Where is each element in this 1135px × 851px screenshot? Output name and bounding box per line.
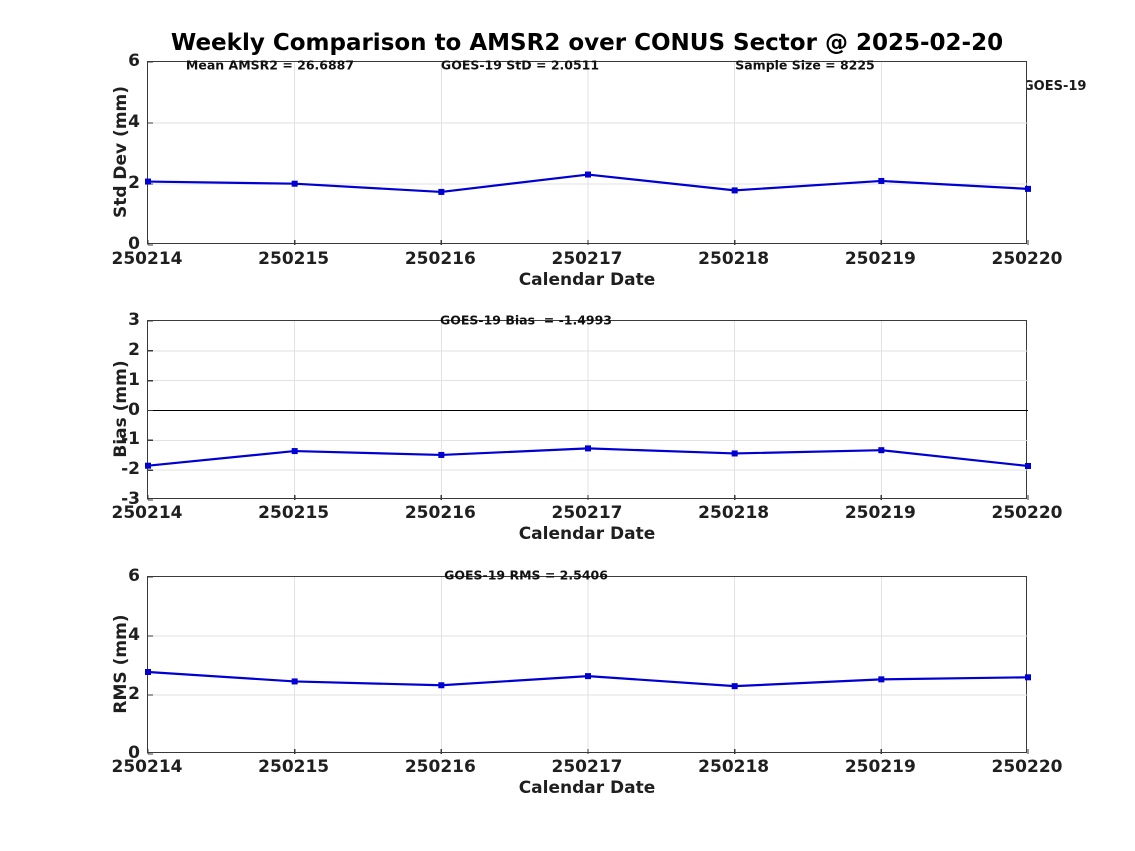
x-tick-label: 250214 [111,249,183,269]
x-tick-label: 250218 [698,757,770,777]
y-tick-label: -3 [121,489,140,509]
x-tick-label: 250216 [404,503,476,523]
std-dev-line-chart [145,61,1031,246]
x-axis-label: Calendar Date [518,270,656,290]
y-tick-label: 0 [128,399,140,420]
x-tick-label: 250217 [551,757,623,777]
x-tick-label: 250216 [404,249,476,269]
plot-annotation: Sample Size = 8225 [735,57,875,73]
x-tick-label: 250215 [258,503,330,523]
x-tick-label: 250215 [258,249,330,269]
plot-annotation: Mean AMSR2 = 26.6887 [185,57,355,73]
x-tick-label: 250220 [991,249,1063,269]
y-tick-label: -1 [121,429,140,450]
y-tick-label: 1 [128,369,140,390]
x-tick-label: 250219 [844,757,916,777]
plot-area-bias [145,320,1031,501]
x-tick-label: 250214 [111,503,183,523]
rms-line-chart [145,576,1031,755]
x-tick-label: 250220 [991,503,1063,523]
x-tick-label: 250218 [698,249,770,269]
y-tick-label: 3 [128,310,140,330]
x-tick-label: 250217 [551,503,623,523]
y-tick-label: 2 [128,339,140,360]
y-tick-label: 6 [128,566,140,586]
plot-annotation: GOES-19 StD = 2.0511 [440,57,600,73]
chart-title: Weekly Comparison to AMSR2 over CONUS Se… [170,30,1004,56]
x-axis-label: Calendar Date [518,778,656,798]
x-tick-label: 250218 [698,503,770,523]
x-tick-label: 250220 [991,757,1063,777]
bias-line-chart [145,320,1031,501]
x-tick-label: 250219 [844,249,916,269]
x-tick-label: 250217 [551,249,623,269]
y-axis-label-std-dev: Std Dev (mm) [111,85,131,219]
y-tick-label: -2 [121,459,140,480]
plot-area-rms [145,576,1031,755]
y-tick-label: 0 [128,743,140,763]
legend-label: GOES-19 [1023,79,1087,94]
y-tick-label: 6 [128,51,140,71]
x-tick-label: 250214 [111,757,183,777]
y-tick-label: 0 [128,234,140,254]
y-tick-label: 4 [128,112,140,132]
plot-annotation: GOES-19 RMS = 2.5406 [444,567,608,583]
plot-annotation: GOES-19 Bias = -1.4993 [439,312,613,328]
x-tick-label: 250215 [258,757,330,777]
x-tick-label: 250219 [844,503,916,523]
y-tick-label: 4 [128,625,140,645]
x-tick-label: 250216 [404,757,476,777]
y-tick-label: 2 [128,173,140,193]
y-tick-label: 2 [128,684,140,704]
x-axis-label: Calendar Date [518,524,656,544]
plot-area-std-dev [145,61,1031,246]
